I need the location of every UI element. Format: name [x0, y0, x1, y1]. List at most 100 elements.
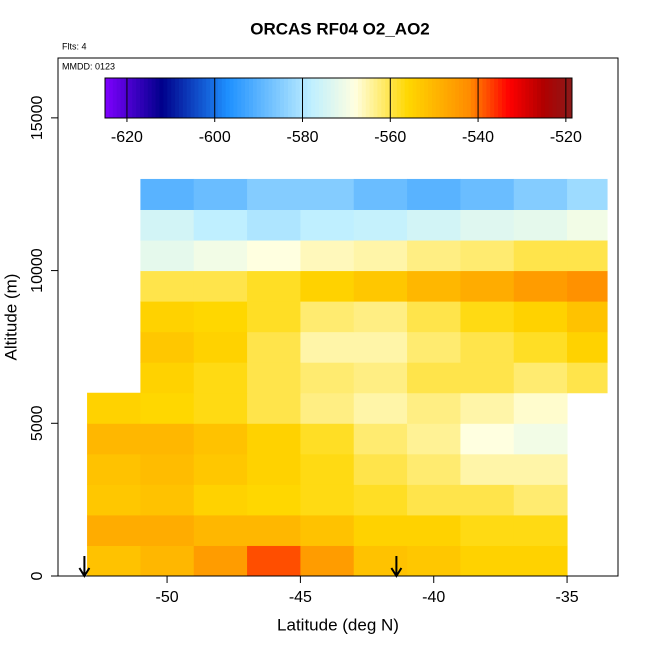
heat-cell — [87, 453, 141, 485]
heat-cell — [353, 453, 408, 485]
heat-cell — [140, 362, 195, 394]
heat-cell — [460, 362, 515, 394]
colorbar-swatch — [544, 78, 550, 118]
heat-cell — [300, 392, 355, 424]
heat-cell — [140, 545, 195, 577]
colorbar-swatch — [377, 78, 382, 118]
colorbar-swatch — [260, 78, 266, 118]
heat-cell — [140, 209, 195, 241]
heat-cell — [193, 301, 248, 333]
colorbar-swatch — [361, 78, 367, 118]
heat-cell — [193, 240, 248, 272]
heat-cell — [300, 423, 355, 455]
heat-cell — [247, 514, 301, 546]
colorbar-swatch — [369, 78, 375, 118]
colorbar-swatch — [163, 78, 168, 118]
colorbar-tick-label: -540 — [462, 129, 494, 146]
heat-cell — [460, 545, 515, 577]
x-tick-label: -35 — [556, 589, 579, 606]
colorbar-swatch — [385, 78, 390, 118]
heat-cell — [247, 301, 301, 333]
heat-cell — [460, 270, 515, 302]
colorbar-swatch — [482, 78, 487, 118]
colorbar-swatch — [225, 78, 231, 118]
heat-cell — [460, 240, 515, 272]
heat-cell — [460, 514, 515, 546]
colorbar-swatch — [354, 78, 359, 118]
colorbar-swatch — [424, 78, 429, 118]
heat-cell — [140, 240, 195, 272]
colorbar-swatch — [529, 78, 534, 118]
x-axis-label: Latitude (deg N) — [277, 615, 399, 634]
colorbar-swatch — [256, 78, 262, 118]
heat-cell — [193, 514, 248, 546]
heat-cell — [513, 209, 568, 241]
colorbar-swatch — [175, 78, 180, 118]
heat-cell — [193, 270, 248, 302]
heat-cell — [513, 392, 568, 424]
colorbar-swatch — [389, 78, 394, 118]
colorbar-swatch — [221, 78, 227, 118]
heat-cell — [460, 453, 515, 485]
colorbar-swatch — [548, 78, 554, 118]
chart-title: ORCAS RF04 O2_AO2 — [250, 19, 430, 38]
heat-cell — [567, 209, 608, 241]
colorbar-swatch — [498, 78, 503, 118]
heat-cell — [407, 484, 461, 516]
heat-cell — [140, 301, 195, 333]
colorbar-swatch — [155, 78, 160, 118]
y-tick-label: 5000 — [29, 405, 46, 441]
heat-cell — [513, 240, 568, 272]
heat-cell — [513, 484, 568, 516]
colorbar-swatch — [439, 78, 445, 118]
heat-cell — [407, 514, 461, 546]
heat-cell — [140, 423, 195, 455]
annotation: MMDD: 0123 — [62, 61, 115, 71]
colorbar-swatch — [229, 78, 234, 118]
colorbar-swatch — [486, 78, 491, 118]
colorbar-tick-label: -520 — [550, 129, 582, 146]
colorbar-swatch — [521, 78, 526, 118]
colorbar-swatch — [264, 78, 269, 118]
heat-cell — [353, 270, 408, 302]
colorbar-swatch — [116, 78, 122, 118]
heat-cell — [300, 514, 355, 546]
colorbar-swatch — [455, 78, 460, 118]
heat-cell — [353, 178, 408, 210]
heat-cell — [407, 240, 461, 272]
colorbar-swatch — [470, 78, 476, 118]
heat-cell — [140, 514, 195, 546]
heat-cell — [193, 453, 248, 485]
colorbar-tick-label: -580 — [286, 129, 318, 146]
colorbar-swatch — [400, 78, 406, 118]
colorbar-swatch — [459, 78, 464, 118]
heat-cell — [567, 178, 608, 210]
colorbar-swatch — [252, 78, 258, 118]
colorbar-swatch — [186, 78, 192, 118]
colorbar-swatch — [501, 78, 507, 118]
colorbar-swatch — [190, 78, 196, 118]
heat-cell — [567, 270, 608, 302]
colorbar-swatch — [248, 78, 254, 118]
heat-cell — [193, 209, 248, 241]
heat-cell — [193, 362, 248, 394]
x-tick-label: -40 — [422, 589, 445, 606]
heat-cell — [353, 484, 408, 516]
colorbar-swatch — [408, 78, 413, 118]
colorbar-swatch — [474, 78, 480, 118]
colorbar-swatch — [311, 78, 316, 118]
colorbar-swatch — [280, 78, 285, 118]
heat-cell — [407, 545, 461, 577]
heat-cell — [460, 484, 515, 516]
heat-cell — [193, 178, 248, 210]
colorbar-swatch — [533, 78, 538, 118]
colorbar-swatch — [365, 78, 371, 118]
colorbar-swatch — [350, 78, 355, 118]
colorbar-swatch — [509, 78, 515, 118]
heat-cell — [353, 362, 408, 394]
heat-cell — [247, 240, 301, 272]
heat-cell — [353, 423, 408, 455]
colorbar-swatch — [210, 78, 215, 118]
heat-cell — [247, 545, 301, 577]
heat-cell — [300, 301, 355, 333]
